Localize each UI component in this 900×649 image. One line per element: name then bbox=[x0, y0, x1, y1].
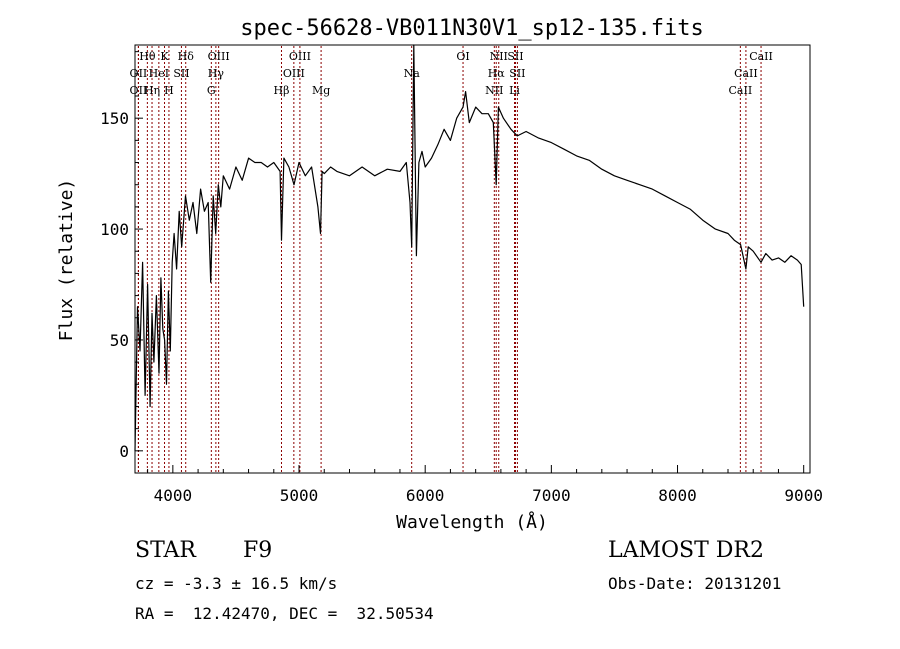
y-tick-label: 100 bbox=[100, 220, 129, 239]
survey-name: LAMOST DR2 bbox=[608, 538, 764, 563]
plot-frame bbox=[134, 44, 811, 474]
spectral-line-label: CaII bbox=[729, 84, 753, 97]
spectral-line-label: OIII bbox=[208, 50, 230, 63]
spectral-line-label: HeI bbox=[149, 67, 169, 80]
spectral-subclass: F9 bbox=[243, 538, 273, 563]
spectral-line-label: Hθ bbox=[139, 50, 156, 63]
spectral-line-label: SII bbox=[173, 67, 189, 80]
spectral-line-label: K bbox=[160, 50, 169, 63]
spectral-line-label: Hγ bbox=[208, 67, 225, 80]
spectral-line-label: SII bbox=[509, 67, 525, 80]
spectral-line-label: Na bbox=[404, 67, 421, 80]
spectral-line-label: CaII bbox=[749, 50, 773, 63]
chart-title: spec-56628-VB011N30V1_sp12-135.fits bbox=[240, 16, 704, 41]
x-tick-label: 5000 bbox=[280, 486, 319, 505]
spectral-line-label: H bbox=[164, 84, 174, 97]
spectral-line-label: NII bbox=[485, 84, 503, 97]
y-axis-ticks: 0 50 100 150 bbox=[100, 51, 143, 461]
spectral-line-label: SII bbox=[507, 50, 523, 63]
obs-date: Obs-Date: 20131201 bbox=[608, 574, 782, 593]
spectral-line-label: OIII bbox=[283, 67, 305, 80]
spectral-line-label: Hδ bbox=[178, 50, 195, 63]
spectral-line-label: Hβ bbox=[274, 84, 290, 97]
y-tick-label: 50 bbox=[110, 331, 129, 350]
spectral-line-label: G bbox=[207, 84, 216, 97]
coordinates: RA = 12.42470, DEC = 32.50534 bbox=[135, 604, 434, 623]
spectral-line-label: Li bbox=[509, 84, 520, 97]
spectral-line-label: Hη bbox=[144, 84, 160, 97]
x-axis-label: Wavelength (Å) bbox=[396, 511, 548, 533]
spectral-line-label: NII bbox=[490, 50, 508, 63]
spectral-line-label: OII bbox=[130, 84, 148, 97]
x-tick-label: 9000 bbox=[784, 486, 823, 505]
y-tick-label: 150 bbox=[100, 109, 129, 128]
y-tick-label: 0 bbox=[119, 442, 129, 461]
spectral-line-label: CaII bbox=[734, 67, 758, 80]
redshift-value: cz = -3.3 ± 16.5 km/s bbox=[135, 574, 338, 593]
spectral-line-label: Mg bbox=[312, 84, 330, 97]
y-axis-label: Flux (relative) bbox=[56, 179, 77, 342]
x-tick-label: 4000 bbox=[154, 486, 193, 505]
object-type: STAR bbox=[135, 538, 196, 563]
x-tick-label: 6000 bbox=[406, 486, 445, 505]
x-axis-ticks: 4000 5000 6000 7000 8000 9000 bbox=[147, 465, 823, 505]
spectral-line-label: OIII bbox=[289, 50, 311, 63]
x-tick-label: 8000 bbox=[658, 486, 697, 505]
spectral-line-label: OI bbox=[456, 50, 469, 63]
spectrum-line bbox=[134, 44, 805, 451]
spectral-line-markers bbox=[137, 46, 762, 472]
spectral-line-label: Hα bbox=[488, 67, 506, 80]
x-tick-label: 7000 bbox=[532, 486, 571, 505]
